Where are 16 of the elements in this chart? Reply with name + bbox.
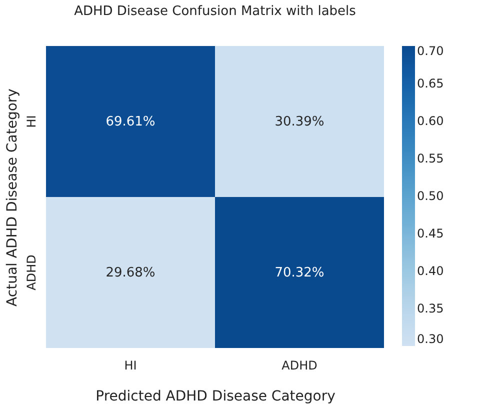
color-bar-label: 0.50 [417, 189, 444, 203]
color-bar-label: 0.65 [417, 76, 444, 90]
color-bar-label: 0.55 [417, 152, 444, 166]
data-label: 70.32% [274, 266, 324, 280]
x-axis-title: Predicted ADHD Disease Category [96, 388, 336, 404]
color-bar-label: 0.60 [417, 114, 444, 128]
color-bar-label: 0.45 [417, 226, 444, 240]
data-label: 69.61% [106, 114, 156, 130]
color-bar-label: 0.35 [417, 302, 444, 316]
y-axis-title: Actual ADHD Disease Category [4, 88, 20, 306]
color-bar-label: 0.70 [417, 44, 444, 58]
color-bar-label: 0.40 [417, 264, 444, 278]
color-bar-label: 0.30 [417, 332, 444, 346]
data-label: 30.39% [274, 114, 324, 130]
chart-title: ADHD Disease Confusion Matrix with labels [74, 4, 356, 19]
data-label: 29.68% [106, 266, 156, 280]
